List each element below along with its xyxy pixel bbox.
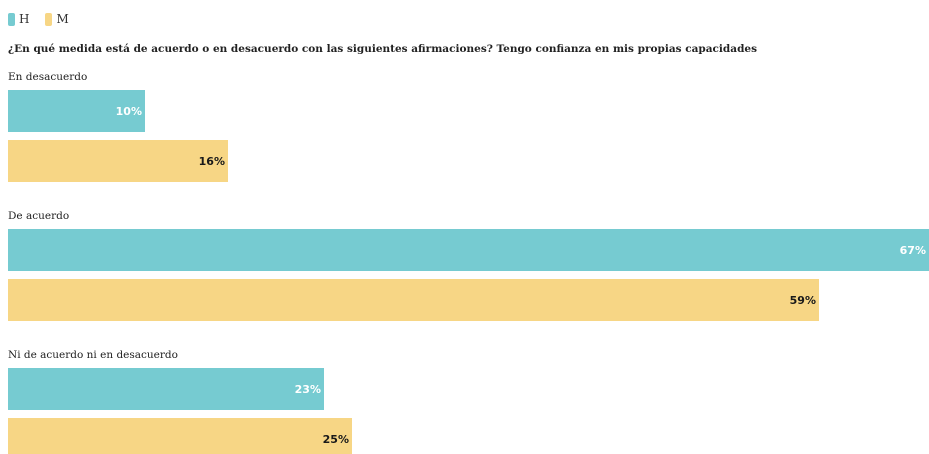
legend-item-h[interactable]: H <box>8 12 29 26</box>
legend-item-m[interactable]: M <box>45 12 69 26</box>
category-label: Ni de acuerdo ni en desacuerdo <box>8 349 178 361</box>
value-label: 16% <box>199 155 225 168</box>
bar-h[interactable] <box>8 229 929 271</box>
bar-m[interactable] <box>8 279 819 321</box>
legend-swatch <box>45 12 53 26</box>
value-label: 10% <box>116 105 142 118</box>
category-label: De acuerdo <box>8 210 69 222</box>
legend-label: M <box>56 12 69 26</box>
legend-swatch <box>8 12 15 26</box>
bar-m[interactable] <box>8 418 352 454</box>
bar-h[interactable] <box>8 90 145 132</box>
bar-m[interactable] <box>8 140 228 182</box>
value-label: 67% <box>900 244 926 257</box>
value-label: 23% <box>295 383 321 396</box>
value-label: 25% <box>323 433 349 446</box>
chart-title: ¿En qué medida está de acuerdo o en desa… <box>8 43 757 55</box>
legend-label: H <box>19 12 30 26</box>
value-label: 59% <box>790 294 816 307</box>
category-label: En desacuerdo <box>8 71 87 83</box>
bar-h[interactable] <box>8 368 324 410</box>
